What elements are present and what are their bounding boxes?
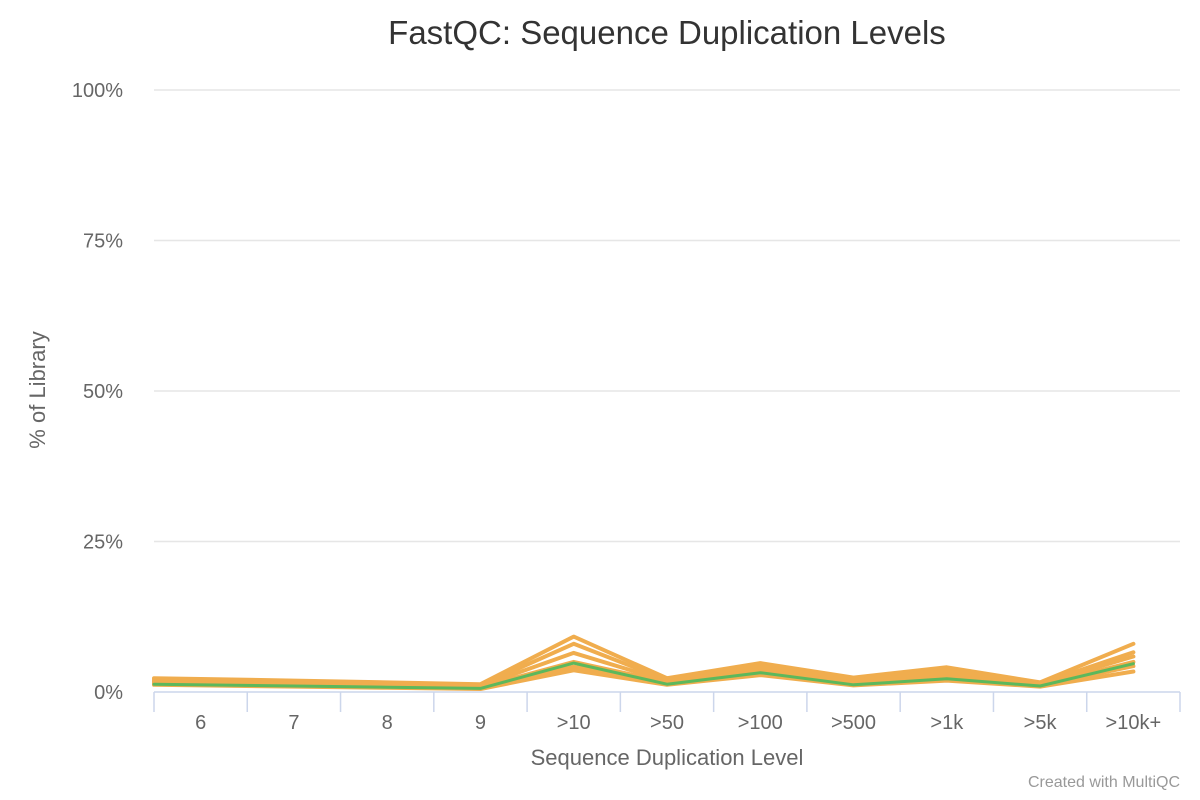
chart-title: FastQC: Sequence Duplication Levels bbox=[388, 14, 946, 51]
x-tick-label: 6 bbox=[195, 712, 206, 734]
x-tick-label: >100 bbox=[738, 712, 783, 734]
y-tick-label: 100% bbox=[72, 80, 123, 102]
x-tick-label: >10 bbox=[557, 712, 591, 734]
y-tick-label: 25% bbox=[83, 532, 123, 554]
x-axis: 6 7 8 9 >10 >50 >100 >500 >1k >5k >10k+ bbox=[153, 691, 1181, 734]
x-tick-label: >500 bbox=[831, 712, 876, 734]
x-tick-label: 7 bbox=[288, 712, 299, 734]
x-axis-title: Sequence Duplication Level bbox=[531, 745, 804, 770]
credit-link[interactable]: Created with MultiQC bbox=[1027, 774, 1180, 791]
series-layer[interactable] bbox=[152, 634, 1136, 691]
x-tick-label: >50 bbox=[650, 712, 684, 734]
x-tick-label: >5k bbox=[1024, 712, 1058, 734]
x-tick-label: >10k+ bbox=[1106, 712, 1162, 734]
y-tick-label: 0% bbox=[94, 682, 123, 704]
x-tick-label: >1k bbox=[930, 712, 964, 734]
x-tick-label: 9 bbox=[475, 712, 486, 734]
y-tick-label: 75% bbox=[83, 231, 123, 253]
y-axis-title: % of Library bbox=[25, 331, 50, 448]
y-tick-label: 50% bbox=[83, 381, 123, 403]
x-tick-label: 8 bbox=[382, 712, 393, 734]
series-line-7[interactable] bbox=[152, 661, 1135, 690]
grid-lines bbox=[154, 89, 1180, 543]
y-axis: 0% 25% 50% 75% 100% bbox=[72, 80, 123, 704]
